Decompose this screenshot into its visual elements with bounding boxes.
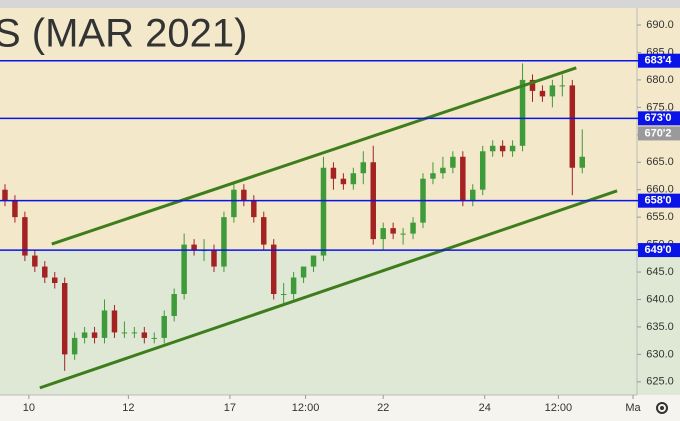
candle-body — [489, 145, 496, 152]
candle-body — [12, 200, 18, 218]
candle-body — [52, 277, 58, 284]
candle-body — [320, 167, 327, 256]
x-tick-label: Ma — [625, 402, 641, 414]
candle-body — [529, 79, 536, 91]
x-tick-label: 24 — [479, 402, 491, 414]
candle-body — [91, 332, 98, 338]
candle-body — [2, 189, 8, 201]
candle-body — [539, 90, 546, 97]
candle-body — [121, 332, 128, 334]
candle-body — [310, 255, 317, 267]
x-tick-label: 10 — [23, 402, 35, 414]
y-tick-label: 625.0 — [646, 376, 674, 388]
y-tick-label: 630.0 — [646, 348, 674, 360]
x-axis-area — [0, 395, 680, 421]
level-label: 683'4 — [644, 55, 672, 67]
candle-body — [231, 189, 237, 218]
candle-body — [470, 189, 476, 201]
zone — [0, 8, 680, 251]
candle-body — [579, 156, 585, 168]
candle-body — [460, 156, 466, 201]
x-tick-label: 12 — [122, 402, 134, 414]
candle-body — [450, 156, 456, 168]
candle-body — [499, 145, 506, 152]
watermark: S (MAR 2021) — [0, 12, 247, 56]
gear-hub[interactable] — [660, 406, 664, 410]
candle-body — [191, 244, 197, 251]
trend-line — [39, 189, 618, 390]
level-label: 673'0 — [644, 112, 671, 124]
y-tick-label: 640.0 — [646, 293, 674, 305]
candle-body — [410, 222, 416, 234]
candle-body — [251, 200, 257, 218]
candle-body — [181, 244, 187, 294]
candle-body — [161, 315, 167, 338]
candle-body — [549, 85, 556, 97]
x-tick-label: 12:00 — [545, 402, 573, 414]
candle-body — [211, 250, 217, 267]
candle-body — [380, 228, 386, 240]
top-strip — [0, 0, 680, 8]
candle-body — [360, 162, 367, 174]
y-tick-label: 675.0 — [646, 101, 674, 113]
candle-body — [111, 310, 118, 333]
y-tick-label: 655.0 — [646, 211, 674, 223]
candle-body — [390, 228, 396, 234]
candle-body — [290, 277, 297, 294]
level-label: 649'0 — [644, 244, 671, 256]
x-tick-label: 17 — [224, 402, 236, 414]
y-tick-label: 665.0 — [646, 156, 674, 168]
candle-body — [559, 85, 566, 87]
trend-line — [51, 66, 577, 246]
candle-body — [32, 255, 38, 267]
candle-body — [241, 189, 247, 201]
level-label: 658'0 — [644, 195, 671, 207]
candle-body — [400, 233, 406, 235]
candle-body — [61, 283, 68, 355]
level-label-box — [638, 193, 680, 208]
last-price-label: 670'2 — [644, 127, 671, 139]
candle-body — [171, 293, 177, 316]
y-tick-label: 660.0 — [646, 184, 674, 196]
gear[interactable] — [656, 402, 668, 414]
y-tick-label: 690.0 — [646, 19, 674, 31]
candle-body — [430, 173, 436, 179]
y-tick-label: 635.0 — [646, 321, 674, 333]
candle-body — [569, 85, 576, 168]
x-tick-label: 22 — [377, 402, 389, 414]
settings-icon[interactable] — [656, 402, 668, 414]
candle-body — [330, 167, 337, 179]
candle-body — [479, 151, 486, 190]
candle-body — [519, 79, 526, 146]
candle-body — [300, 266, 307, 278]
candle-body — [141, 332, 148, 338]
candle-body — [340, 178, 347, 185]
level-label-box — [638, 243, 680, 258]
candle-body — [101, 310, 108, 338]
candle-body — [221, 217, 227, 267]
candle-body — [509, 145, 516, 152]
level-label-box — [638, 53, 680, 68]
y-tick-label: 645.0 — [646, 266, 674, 278]
y-tick-label: 680.0 — [646, 74, 674, 86]
last-price-box — [638, 126, 680, 141]
candle-body — [261, 217, 267, 245]
candle-body — [270, 244, 277, 294]
candle-body — [350, 173, 357, 185]
candle-body — [440, 167, 446, 174]
candle-body — [131, 332, 138, 334]
level-label-box — [638, 111, 680, 126]
x-tick-label: 12:00 — [292, 402, 320, 414]
candle-body — [42, 266, 48, 278]
candle-body — [280, 293, 287, 295]
candle-body — [22, 217, 28, 256]
candle-body — [81, 332, 88, 338]
candle-body — [151, 337, 158, 339]
candle-body — [71, 337, 78, 355]
